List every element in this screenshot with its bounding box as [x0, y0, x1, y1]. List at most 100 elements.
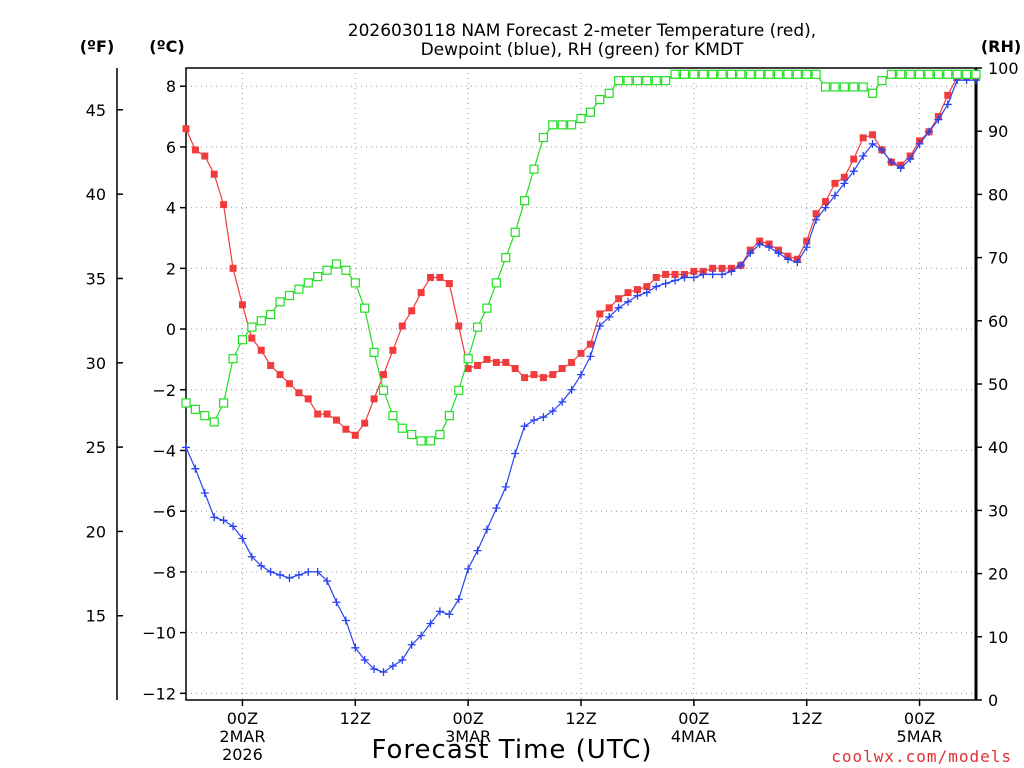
data-point	[474, 361, 482, 369]
data-point	[812, 210, 820, 218]
data-point	[548, 120, 558, 130]
time-tick-label: 3MAR	[445, 727, 491, 746]
data-point	[351, 431, 359, 439]
celsius-tick-label: −6	[152, 502, 176, 521]
data-point	[445, 280, 453, 288]
data-point	[323, 410, 331, 418]
data-point	[350, 278, 360, 288]
data-point	[182, 125, 190, 133]
data-point	[783, 255, 792, 264]
fahrenheit-tick-label: 25	[86, 438, 106, 457]
data-point	[200, 411, 210, 421]
celsius-tick-label: 0	[166, 320, 176, 339]
rh-tick-label: 80	[988, 185, 1008, 204]
data-point	[331, 259, 342, 269]
data-point	[492, 358, 500, 366]
chart-title-line-1: 2026030118 NAM Forecast 2-meter Temperat…	[348, 21, 816, 41]
data-point	[736, 69, 746, 79]
data-point	[558, 397, 567, 406]
series-line	[185, 76, 976, 437]
data-point	[811, 69, 821, 79]
data-point	[764, 69, 774, 79]
data-point	[679, 69, 690, 79]
data-point	[755, 240, 764, 249]
data-point	[342, 425, 350, 433]
chart-title-line-2: Dewpoint (blue), RH (green) for KMDT	[421, 40, 744, 60]
data-point	[539, 374, 547, 382]
data-point	[755, 69, 765, 79]
rh-tick-label: 100	[988, 59, 1019, 78]
fahrenheit-unit-label: (ºF)	[80, 37, 115, 56]
data-point	[586, 340, 594, 348]
data-point	[773, 69, 784, 79]
data-point	[379, 668, 388, 677]
data-point	[425, 436, 436, 446]
data-point	[709, 264, 717, 272]
data-point	[210, 513, 219, 522]
data-point	[511, 449, 520, 458]
data-point	[605, 304, 613, 312]
data-point	[566, 120, 577, 130]
rh-tick-label: 0	[988, 691, 998, 710]
data-point	[727, 267, 736, 276]
data-point	[568, 358, 576, 366]
time-tick-label: 00Z	[678, 709, 709, 728]
data-point	[548, 407, 557, 416]
data-point	[427, 273, 435, 281]
data-point	[529, 164, 539, 174]
data-point	[275, 297, 285, 307]
time-tick-label: 12Z	[565, 709, 596, 728]
data-point	[417, 631, 426, 640]
data-point	[266, 309, 276, 320]
rh-tick-label: 90	[988, 122, 1008, 141]
celsius-tick-label: −12	[142, 684, 176, 703]
fahrenheit-tick-label: 30	[86, 354, 106, 373]
data-point	[746, 249, 755, 258]
data-point	[538, 132, 548, 143]
rh-tick-label: 40	[988, 438, 1008, 457]
data-point	[624, 297, 633, 306]
data-point	[276, 371, 284, 379]
data-point	[831, 179, 839, 187]
data-point	[924, 69, 934, 79]
fahrenheit-tick-label: 35	[86, 269, 106, 288]
data-point	[699, 270, 708, 279]
data-point	[284, 290, 295, 301]
data-point	[595, 322, 604, 331]
data-point	[812, 215, 821, 224]
celsius-tick-label: −4	[152, 441, 176, 460]
data-point	[961, 69, 972, 79]
x-axis-title: Forecast Time (UTC)	[371, 735, 652, 765]
data-point	[577, 370, 585, 379]
time-tick-label: 00Z	[227, 709, 258, 728]
data-point	[642, 288, 651, 297]
data-point	[605, 312, 614, 321]
data-point	[191, 146, 199, 154]
fahrenheit-tick-label: 40	[86, 185, 106, 204]
celsius-tick-label: −10	[142, 624, 176, 643]
data-point	[314, 410, 322, 418]
data-point	[623, 76, 633, 86]
data-point	[877, 76, 887, 86]
celsius-tick-label: −8	[152, 563, 176, 582]
data-point	[219, 516, 228, 525]
data-point	[905, 69, 915, 79]
data-point	[388, 662, 397, 671]
data-point	[435, 429, 445, 440]
data-point	[398, 655, 407, 664]
data-point	[483, 355, 491, 363]
data-point	[313, 567, 322, 576]
data-point	[859, 134, 867, 142]
data-point	[482, 525, 491, 534]
data-point	[285, 573, 294, 582]
data-point	[229, 522, 238, 531]
data-point	[774, 249, 783, 258]
data-point	[820, 82, 831, 92]
grid-lines	[186, 68, 976, 700]
data-point	[304, 567, 313, 576]
series-line	[185, 73, 976, 442]
fahrenheit-tick-label: 15	[86, 607, 106, 626]
celsius-tick-label: −2	[152, 381, 176, 400]
data-point	[822, 198, 830, 206]
